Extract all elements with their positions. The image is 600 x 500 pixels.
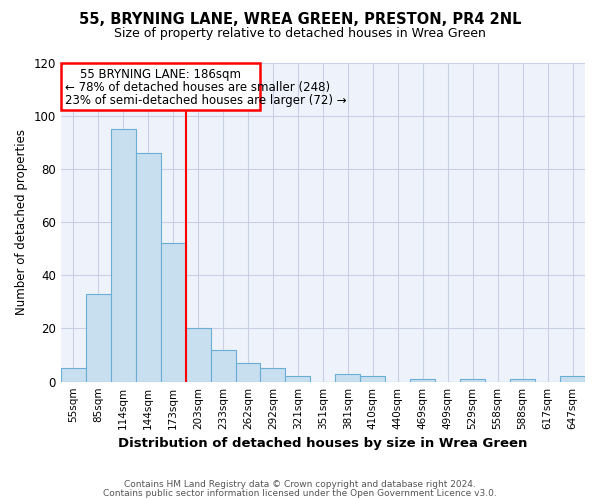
Bar bbox=[161, 244, 185, 382]
Text: Size of property relative to detached houses in Wrea Green: Size of property relative to detached ho… bbox=[114, 28, 486, 40]
Text: 55, BRYNING LANE, WREA GREEN, PRESTON, PR4 2NL: 55, BRYNING LANE, WREA GREEN, PRESTON, P… bbox=[79, 12, 521, 28]
Bar bbox=[286, 376, 310, 382]
Bar bbox=[410, 379, 435, 382]
Bar bbox=[560, 376, 585, 382]
Bar bbox=[211, 350, 236, 382]
Bar bbox=[335, 374, 361, 382]
Bar bbox=[260, 368, 286, 382]
Bar bbox=[510, 379, 535, 382]
Bar bbox=[460, 379, 485, 382]
Bar bbox=[86, 294, 111, 382]
Bar bbox=[61, 368, 86, 382]
Bar bbox=[111, 129, 136, 382]
Text: 23% of semi-detached houses are larger (72) →: 23% of semi-detached houses are larger (… bbox=[65, 94, 347, 108]
Bar bbox=[361, 376, 385, 382]
Bar bbox=[136, 153, 161, 382]
Bar bbox=[185, 328, 211, 382]
Text: 55 BRYNING LANE: 186sqm: 55 BRYNING LANE: 186sqm bbox=[80, 68, 241, 81]
X-axis label: Distribution of detached houses by size in Wrea Green: Distribution of detached houses by size … bbox=[118, 437, 527, 450]
FancyBboxPatch shape bbox=[61, 62, 260, 110]
Text: Contains public sector information licensed under the Open Government Licence v3: Contains public sector information licen… bbox=[103, 488, 497, 498]
Text: ← 78% of detached houses are smaller (248): ← 78% of detached houses are smaller (24… bbox=[65, 81, 330, 94]
Y-axis label: Number of detached properties: Number of detached properties bbox=[15, 129, 28, 315]
Bar bbox=[236, 363, 260, 382]
Text: Contains HM Land Registry data © Crown copyright and database right 2024.: Contains HM Land Registry data © Crown c… bbox=[124, 480, 476, 489]
